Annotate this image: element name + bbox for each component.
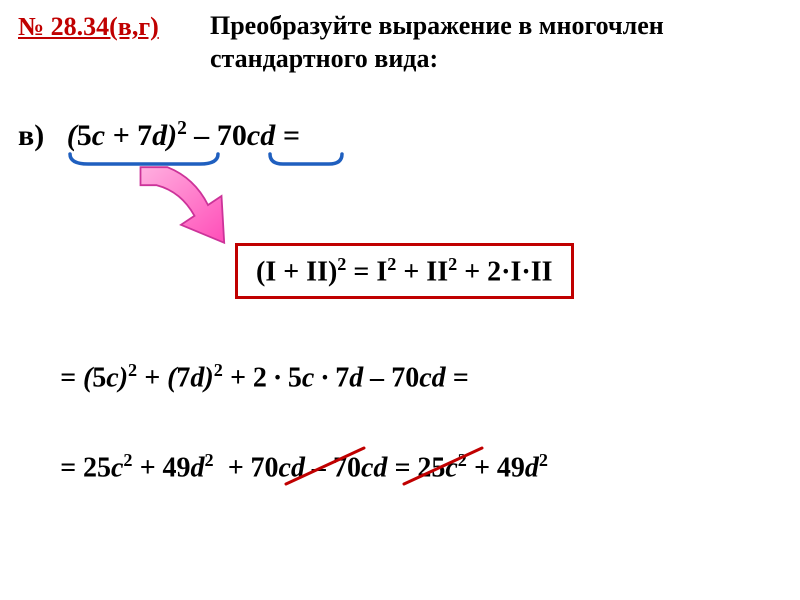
expansion-step-1: = (5c)2 + (7d)2 + 2 · 5c · 7d – 70cd = (60, 360, 469, 394)
strikethrough-1 (282, 444, 368, 488)
formula-box: (I + II)2 = I2 + II2 + 2·I·II (235, 243, 574, 299)
part-label: в) (18, 119, 44, 152)
task-text: Преобразуйте выражение в многочлен станд… (210, 10, 770, 75)
main-expression: (5c + 7d)2 – 70cd = (67, 118, 300, 153)
problem-number: № 28.34(в,г) (18, 12, 159, 42)
pink-arrow (130, 160, 250, 250)
bracket-underline-2 (268, 152, 346, 172)
strikethrough-2 (400, 444, 486, 488)
problem-expression: в) (5c + 7d)2 – 70cd = (18, 118, 300, 153)
